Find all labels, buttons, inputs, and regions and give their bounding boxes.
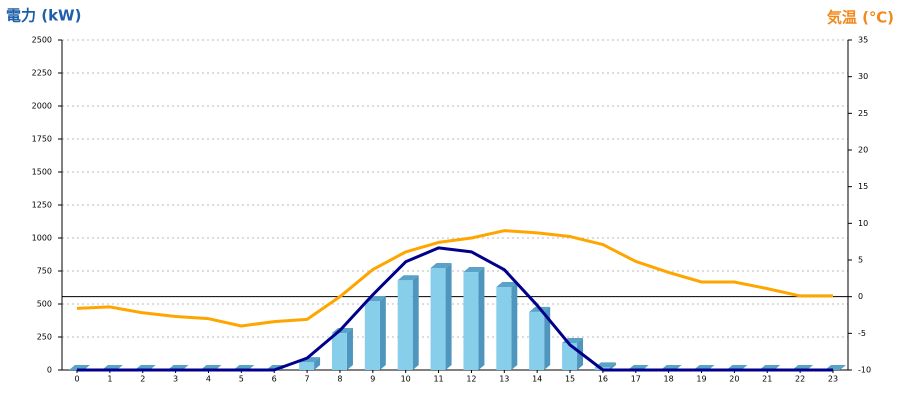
x-tick-label: 8 <box>337 375 342 384</box>
y-tick-label: 500 <box>37 300 52 309</box>
bar <box>397 280 413 370</box>
x-tick-label: 7 <box>305 375 310 384</box>
y2-tick-label: 20 <box>858 146 868 155</box>
y-axis-title: 電力 (kW) <box>6 7 81 25</box>
x-tick-label: 13 <box>499 375 509 384</box>
y-tick-label: 250 <box>37 333 52 342</box>
bar-top <box>496 281 518 287</box>
bar-side <box>379 295 386 370</box>
bar <box>299 362 315 370</box>
y-tick-label: 750 <box>37 267 52 276</box>
y2-tick-label: 0 <box>858 292 863 301</box>
bar-side <box>445 262 452 370</box>
y2-tick-label: -5 <box>858 329 866 338</box>
x-tick-label: 23 <box>828 375 838 384</box>
x-tick-label: 10 <box>401 375 411 384</box>
x-tick-label: 15 <box>565 375 575 384</box>
x-tick-label: 5 <box>239 375 244 384</box>
y-tick-label: 0 <box>47 366 52 375</box>
x-tick-label: 14 <box>532 375 542 384</box>
bar <box>463 272 479 370</box>
x-tick-label: 19 <box>696 375 706 384</box>
x-tick-label: 0 <box>74 375 79 384</box>
bar-top <box>397 275 419 281</box>
x-tick-label: 6 <box>272 375 277 384</box>
x-tick-label: 1 <box>107 375 112 384</box>
bar-top <box>463 267 485 273</box>
y2-tick-label: 10 <box>858 219 868 228</box>
x-tick-label: 20 <box>729 375 739 384</box>
bar <box>562 342 578 370</box>
x-tick-label: 4 <box>206 375 211 384</box>
y2-tick-label: 25 <box>858 109 868 118</box>
x-tick-label: 21 <box>762 375 772 384</box>
bar-side <box>314 357 321 370</box>
bar-side <box>346 328 353 370</box>
y-tick-label: 1500 <box>32 168 52 177</box>
bar-side <box>609 362 616 370</box>
x-tick-label: 2 <box>140 375 145 384</box>
y2-tick-label: 15 <box>858 182 868 191</box>
line <box>76 229 833 328</box>
y2-tick-label: 30 <box>858 72 868 81</box>
y-tick-label: 1000 <box>32 234 52 243</box>
y2-tick-label: 5 <box>858 256 863 265</box>
x-tick-label: 11 <box>433 375 443 384</box>
bar <box>430 267 446 370</box>
y2-tick-label: -10 <box>858 366 871 375</box>
y2-tick-label: 35 <box>858 36 868 45</box>
y-tick-label: 2500 <box>32 36 52 45</box>
bar-side <box>511 281 518 370</box>
bar-side <box>544 306 551 370</box>
x-tick-label: 18 <box>664 375 674 384</box>
x-tick-label: 9 <box>370 375 375 384</box>
x-tick-label: 16 <box>598 375 608 384</box>
bar-side <box>478 267 485 370</box>
bar-top <box>430 262 452 268</box>
bar <box>364 300 380 370</box>
bar <box>496 286 512 370</box>
y-tick-label: 1750 <box>32 135 52 144</box>
bar <box>331 333 347 370</box>
y-tick-label: 1250 <box>32 201 52 210</box>
line <box>77 246 833 372</box>
x-tick-label: 3 <box>173 375 178 384</box>
bar-side <box>412 275 419 370</box>
y-tick-label: 2000 <box>32 102 52 111</box>
y2-axis-title: 気温 (℃) <box>827 9 894 27</box>
x-tick-label: 17 <box>631 375 641 384</box>
bar <box>529 311 545 370</box>
x-tick-label: 12 <box>466 375 476 384</box>
y-tick-label: 2250 <box>32 69 52 78</box>
x-tick-label: 22 <box>795 375 805 384</box>
